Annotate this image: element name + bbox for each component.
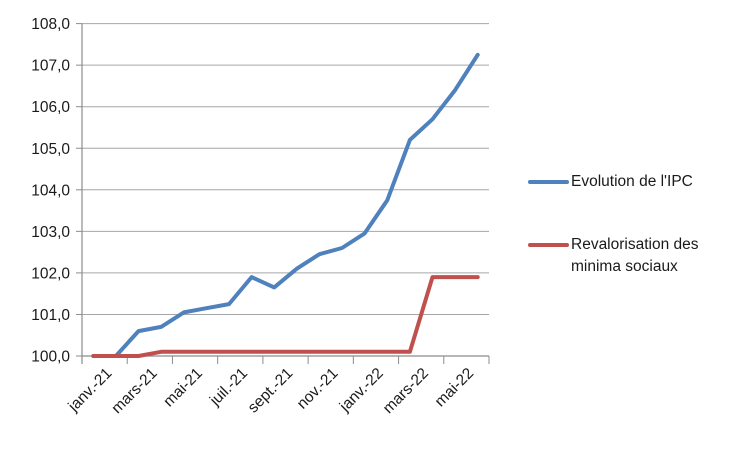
- svg-text:101,0: 101,0: [31, 307, 70, 324]
- svg-text:janv.-21: janv.-21: [65, 365, 116, 416]
- legend-label-minima: Revalorisation des minima sociaux: [571, 236, 699, 275]
- legend-label-ipc: Evolution de l'IPC: [571, 173, 693, 190]
- legend-item-ipc: Evolution de l'IPC: [528, 171, 693, 193]
- axes: [81, 23, 490, 364]
- legend-swatch-ipc-line: [528, 180, 569, 184]
- svg-text:janv.-22: janv.-22: [336, 365, 387, 416]
- svg-text:mars-22: mars-22: [380, 365, 432, 417]
- legend-item-minima: Revalorisation des minima sociaux: [528, 234, 749, 278]
- svg-text:mai-21: mai-21: [160, 365, 206, 411]
- svg-text:103,0: 103,0: [31, 224, 70, 241]
- svg-text:100,0: 100,0: [31, 349, 70, 366]
- y-axis-tick-labels: 100,0 101,0 102,0 103,0 104,0 105,0 106,0 107,0…: [31, 16, 70, 365]
- svg-text:107,0: 107,0: [31, 58, 70, 75]
- svg-text:mai-22: mai-22: [432, 365, 478, 411]
- svg-text:102,0: 102,0: [31, 265, 70, 282]
- series-line-0: [91, 52, 480, 358]
- series-line-1: [91, 275, 480, 358]
- legend-swatch-minima-line: [528, 243, 569, 247]
- svg-text:105,0: 105,0: [31, 141, 70, 158]
- svg-text:mars-21: mars-21: [108, 365, 160, 417]
- svg-text:juil.-21: juil.-21: [206, 365, 251, 410]
- gridlines: [76, 23, 489, 357]
- svg-text:108,0: 108,0: [31, 16, 70, 33]
- svg-text:104,0: 104,0: [31, 182, 70, 199]
- svg-text:sept.-21: sept.-21: [245, 365, 297, 417]
- svg-text:nov.-21: nov.-21: [294, 365, 342, 413]
- svg-text:106,0: 106,0: [31, 99, 70, 116]
